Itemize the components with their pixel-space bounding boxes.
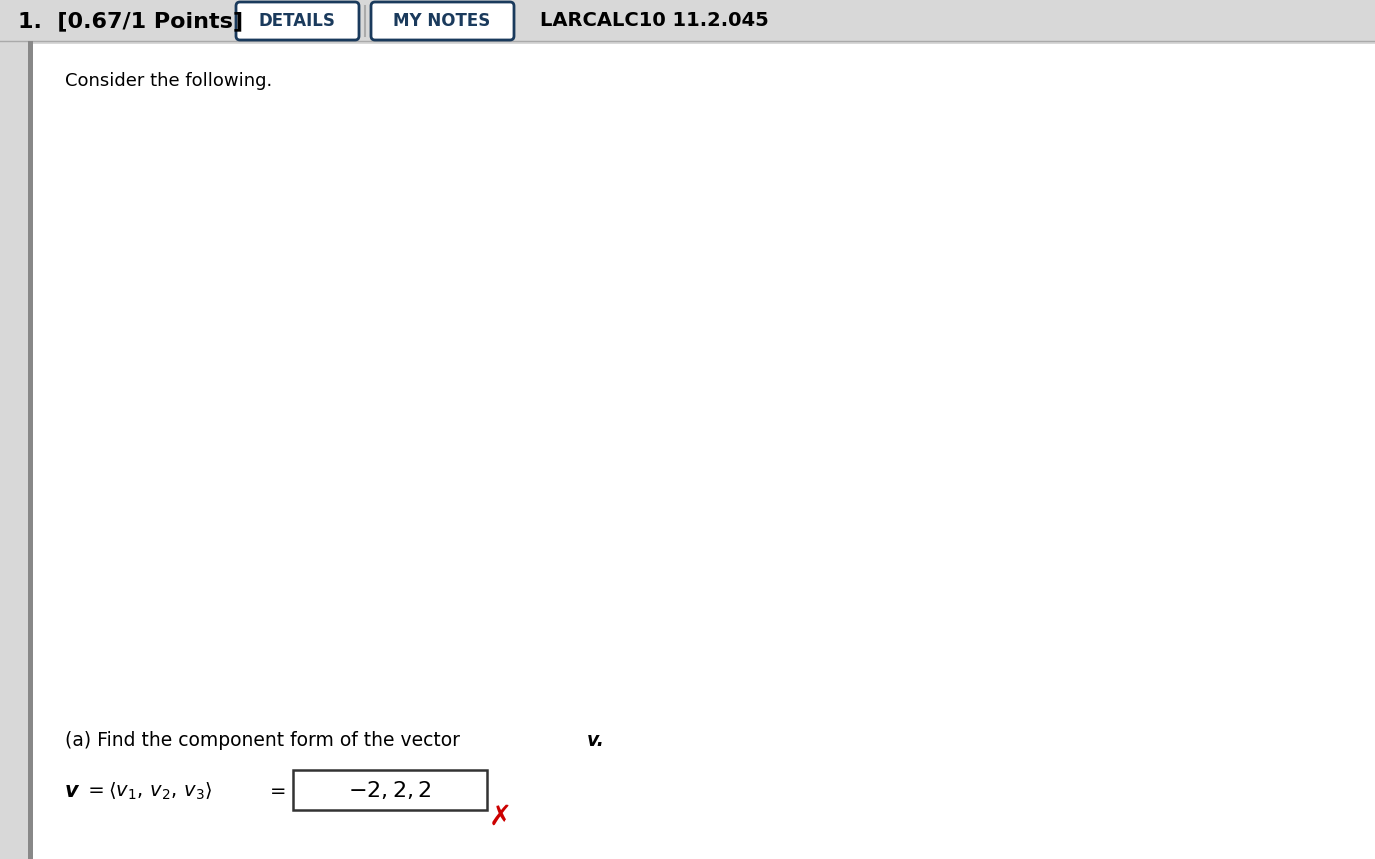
FancyBboxPatch shape bbox=[371, 2, 514, 40]
FancyBboxPatch shape bbox=[236, 2, 359, 40]
Text: =: = bbox=[82, 782, 104, 801]
Text: v.: v. bbox=[587, 732, 605, 751]
Text: v: v bbox=[65, 781, 78, 801]
Text: $\langle v_1,\, v_2,\, v_3 \rangle$: $\langle v_1,\, v_2,\, v_3 \rangle$ bbox=[109, 780, 212, 801]
Text: ✗: ✗ bbox=[488, 803, 512, 831]
Text: MY NOTES: MY NOTES bbox=[393, 12, 491, 30]
FancyBboxPatch shape bbox=[0, 0, 1375, 41]
FancyBboxPatch shape bbox=[293, 770, 487, 810]
Text: 1.  [0.67/1 Points]: 1. [0.67/1 Points] bbox=[18, 11, 243, 31]
Text: LARCALC10 11.2.045: LARCALC10 11.2.045 bbox=[540, 11, 769, 31]
FancyBboxPatch shape bbox=[30, 44, 1375, 859]
Text: DETAILS: DETAILS bbox=[258, 12, 336, 30]
Text: (a) Find the component form of the vector: (a) Find the component form of the vecto… bbox=[65, 732, 466, 751]
Text: =: = bbox=[270, 782, 286, 801]
Text: $-2,2,2$: $-2,2,2$ bbox=[348, 779, 432, 801]
FancyBboxPatch shape bbox=[28, 41, 33, 859]
Text: Consider the following.: Consider the following. bbox=[65, 72, 272, 90]
